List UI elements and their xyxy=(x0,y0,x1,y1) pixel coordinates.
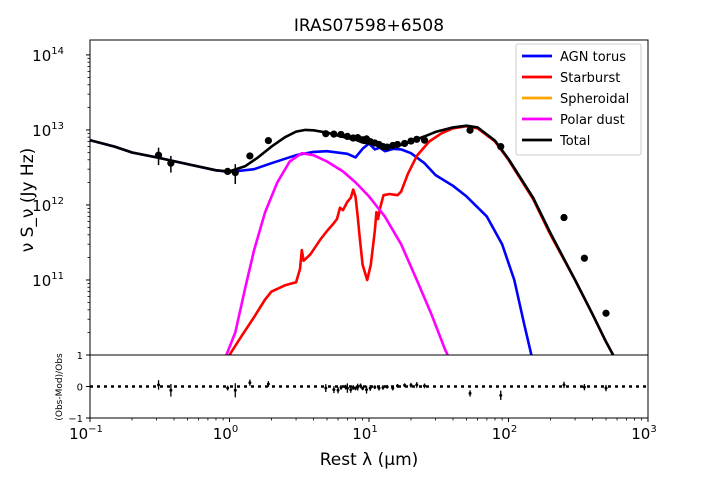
residual-point xyxy=(157,383,161,387)
chart-title: IRAS07598+6508 xyxy=(294,16,444,36)
observed-point xyxy=(246,152,254,160)
x-tick-exponent: 1 xyxy=(371,424,377,435)
residual-point xyxy=(415,383,419,387)
y-tick-exponent: 14 xyxy=(51,46,64,57)
residual-plot-area xyxy=(90,379,648,401)
series-line-polar-dust xyxy=(225,151,450,355)
y-tick-label: 1013 xyxy=(32,121,64,140)
observed-point xyxy=(224,167,232,176)
residual-point xyxy=(423,384,427,388)
x-tick-label: 100 xyxy=(213,424,238,443)
residual-tick-label: 1 xyxy=(77,351,83,362)
residual-point xyxy=(468,391,472,395)
residual-point xyxy=(359,384,363,388)
residual-point xyxy=(499,393,503,397)
residual-point xyxy=(351,385,355,389)
residual-point xyxy=(373,385,377,389)
residual-point xyxy=(385,385,389,389)
observed-point xyxy=(343,132,351,140)
legend-label: Polar dust xyxy=(560,113,625,128)
legend-box xyxy=(515,43,642,156)
residual-tick-label: 0 xyxy=(77,383,83,394)
residual-point xyxy=(365,388,369,392)
observed-point xyxy=(560,213,568,222)
residual-point xyxy=(353,386,357,390)
observed-point xyxy=(602,309,610,317)
residual-point xyxy=(336,388,340,392)
observed-point xyxy=(231,168,239,177)
residual-point xyxy=(381,385,385,389)
observed-point xyxy=(497,142,505,151)
residual-point xyxy=(562,383,566,387)
residual-point xyxy=(248,381,252,385)
residual-point xyxy=(324,386,328,390)
residual-point xyxy=(233,388,237,392)
x-axis-label: Rest λ (μm) xyxy=(320,450,419,470)
residual-point xyxy=(395,384,399,388)
residual-axis-ticks: 1 0 −1 xyxy=(68,351,90,425)
legend-label: Spheroidal xyxy=(560,92,629,107)
residual-point xyxy=(339,385,343,389)
y-tick-label: 1011 xyxy=(32,271,64,290)
y-tick-label: 1014 xyxy=(32,46,64,65)
series-line-starburst xyxy=(227,124,615,355)
observed-point xyxy=(167,159,175,167)
residual-point xyxy=(403,383,407,387)
residual-point xyxy=(377,386,381,390)
observed-point xyxy=(393,140,402,149)
residual-plot-frame xyxy=(89,354,649,419)
x-tick-label: 103 xyxy=(631,424,656,443)
observed-point xyxy=(580,254,588,262)
residual-point xyxy=(345,386,349,390)
observed-point xyxy=(383,143,391,151)
y-axis-label: ν S_ν (Jy Hz) xyxy=(18,148,38,253)
legend-label: Total xyxy=(559,134,590,149)
x-tick-exponent: −1 xyxy=(88,424,103,435)
x-tick-label: 101 xyxy=(352,424,377,443)
x-tick-exponent: 3 xyxy=(650,424,656,435)
observed-point xyxy=(322,130,330,138)
observed-point xyxy=(413,135,421,143)
residual-point xyxy=(332,388,336,392)
residual-point xyxy=(349,388,353,392)
x-tick-label: 102 xyxy=(492,424,517,443)
observed-point xyxy=(407,137,415,145)
y-tick-exponent: 12 xyxy=(51,196,64,207)
residual-point xyxy=(368,386,372,390)
observed-point xyxy=(401,139,409,148)
observed-point xyxy=(466,126,474,134)
observed-point xyxy=(264,137,272,145)
x-tick-label: 10−1 xyxy=(69,424,103,443)
y-tick-exponent: 11 xyxy=(51,271,64,282)
x-tick-exponent: 2 xyxy=(511,424,517,435)
residual-point xyxy=(356,385,360,389)
residual-point xyxy=(391,386,395,390)
residual-point xyxy=(226,386,230,390)
residual-point xyxy=(266,382,270,386)
residual-point xyxy=(169,388,173,392)
main-plot-area xyxy=(90,124,615,355)
residual-point xyxy=(604,386,608,390)
residual-point xyxy=(409,383,413,387)
x-tick-exponent: 0 xyxy=(232,424,238,435)
observed-point xyxy=(420,136,429,144)
observed-point xyxy=(330,130,338,138)
legend-label: Starburst xyxy=(560,71,620,86)
x-axis-ticks: 10−1 100 101 102 103 xyxy=(69,418,657,443)
residual-point xyxy=(361,386,365,390)
y-tick-exponent: 13 xyxy=(51,121,64,132)
observed-point xyxy=(337,130,345,139)
observed-point xyxy=(154,151,163,159)
residual-point xyxy=(582,385,586,389)
legend-label: AGN torus xyxy=(560,50,626,65)
legend: AGN torus Starburst Spheroidal Polar dust To… xyxy=(515,43,642,156)
residual-axis-label: (Obs-Mod)/Obs xyxy=(55,353,65,421)
residual-tick-label: −1 xyxy=(68,414,83,425)
